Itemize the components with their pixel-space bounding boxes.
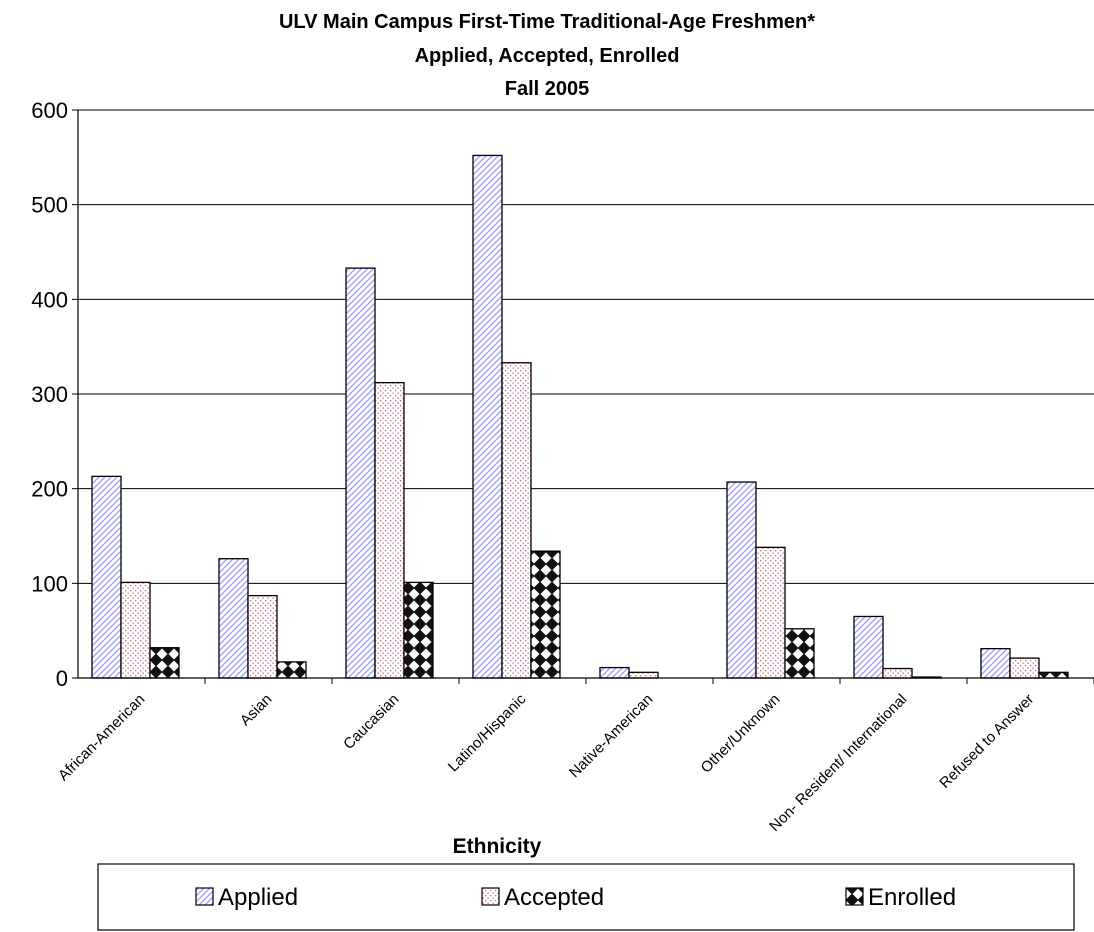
legend-label-enrolled: Enrolled <box>868 884 956 911</box>
bar-enrolled <box>1038 671 1069 679</box>
bar-applied <box>853 615 884 679</box>
bar-enrolled <box>403 581 434 679</box>
bar-accepted <box>755 546 786 679</box>
x-tick-label: Asian <box>237 691 276 730</box>
y-tick-labels: 0 100 200 300 400 500 600 <box>31 98 68 691</box>
bar-accepted <box>374 381 405 679</box>
axes <box>72 109 1094 684</box>
x-tick-label: Non- Resident/ International <box>766 691 910 835</box>
bar-accepted <box>882 667 913 679</box>
legend-swatch-enrolled <box>845 887 864 906</box>
x-tick-label: African-American <box>55 691 148 784</box>
y-tick-label: 200 <box>31 477 68 502</box>
x-tick-label: Refused to Answer <box>936 691 1037 792</box>
bar-accepted <box>247 594 278 679</box>
bar-accepted <box>628 671 659 679</box>
bar-applied <box>91 475 122 679</box>
bar-accepted <box>501 362 532 679</box>
chart-title-line-1: ULV Main Campus First-Time Traditional-A… <box>279 11 815 33</box>
bar-applied <box>472 154 503 679</box>
chart-title: ULV Main Campus First-Time Traditional-A… <box>279 11 815 100</box>
gridlines <box>78 109 1094 584</box>
bar-enrolled <box>276 661 307 679</box>
bar-accepted <box>1009 657 1040 679</box>
legend: Applied Accepted Enrolled <box>97 863 1075 931</box>
bars <box>91 154 1069 679</box>
x-tick-label: Caucasian <box>340 691 402 753</box>
y-tick-label: 400 <box>31 287 68 312</box>
bar-applied <box>980 648 1011 679</box>
bar-enrolled <box>784 628 815 679</box>
bar-enrolled <box>149 647 180 679</box>
x-tick-label: Other/Unknown <box>698 691 784 777</box>
y-tick-label: 300 <box>31 382 68 407</box>
bar-applied <box>726 481 757 679</box>
y-tick-label: 0 <box>56 666 68 691</box>
bar-applied <box>599 666 630 679</box>
legend-box <box>97 863 1075 931</box>
bar-accepted <box>120 581 151 679</box>
bar-applied <box>218 558 249 679</box>
chart-title-line-2: Applied, Accepted, Enrolled <box>415 45 680 67</box>
y-tick-label: 600 <box>31 98 68 123</box>
chart-title-line-3: Fall 2005 <box>505 78 590 100</box>
bar-applied <box>345 267 376 679</box>
x-tick-label: Native-American <box>566 691 656 781</box>
x-tick-labels: African-American Asian Caucasian Latino/His… <box>55 690 1037 834</box>
y-tick-label: 100 <box>31 571 68 596</box>
legend-label-applied: Applied <box>218 884 298 911</box>
y-tick-label: 500 <box>31 193 68 218</box>
legend-swatch-accepted <box>481 887 500 906</box>
bar-enrolled <box>530 550 561 679</box>
x-axis-label: Ethnicity <box>453 835 542 858</box>
legend-label-accepted: Accepted <box>504 884 604 911</box>
x-tick-label: Latino/Hispanic <box>445 690 530 775</box>
legend-swatch-applied <box>195 887 214 906</box>
